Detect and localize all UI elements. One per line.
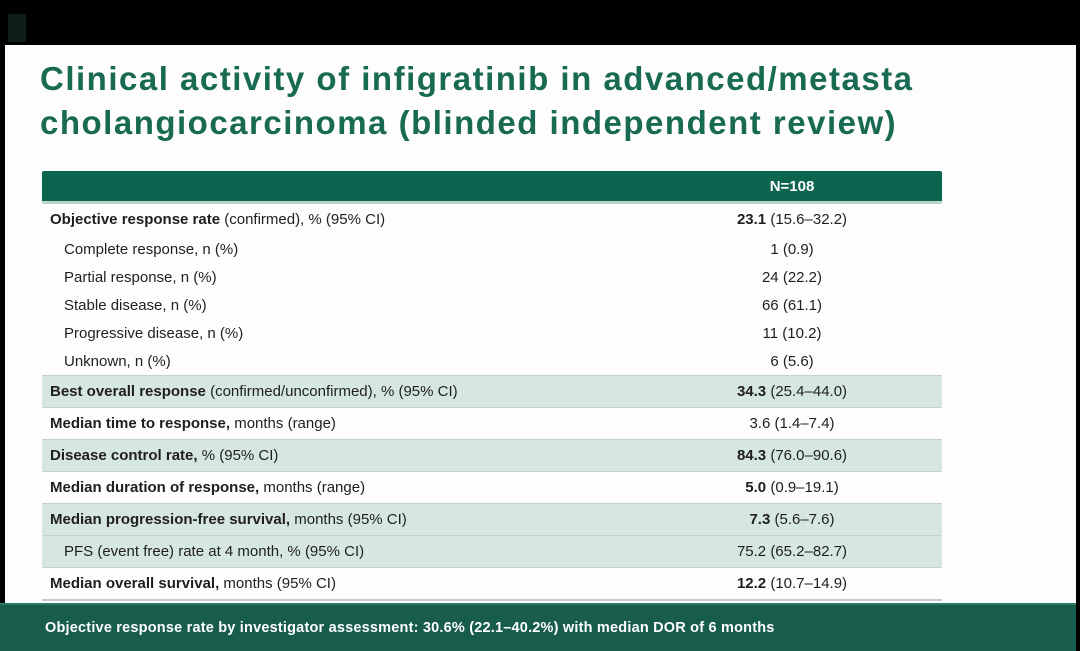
row-label: Objective response rate (confirmed), % (… [50,211,386,228]
table-row: Median duration of response, months (ran… [42,472,942,503]
footer-note-bar: Objective response rate by investigator … [0,603,1080,651]
table-header-n-value: N=108 [769,177,815,195]
slide-title-line1: Clinical activity of infigratinib in adv… [40,60,914,97]
row-label: Complete response, n (%) [64,240,239,258]
table-row: Stable disease, n (%) 66 (61.1) [42,291,942,319]
row-value: 6 (5.6) [770,352,814,370]
row-value: 5.0 (0.9–19.1) [745,479,839,496]
slide-title-line2: cholangiocarcinoma (blinded independent … [40,104,898,141]
row-label: Median duration of response, months (ran… [50,479,366,496]
row-label: Best overall response (confirmed/unconfi… [50,383,458,400]
row-value: 11 (10.2) [762,324,822,342]
row-value: 3.6 (1.4–7.4) [749,415,835,432]
corner-mark [8,14,26,42]
results-table: N=108 Objective response rate (confirmed… [42,171,942,601]
row-label: Unknown, n (%) [64,352,171,370]
table-row: Partial response, n (%) 24 (22.2) [42,263,942,291]
row-label: Median progression-free survival, months… [50,511,407,528]
row-value: 84.3 (76.0–90.6) [736,447,848,464]
row-value: 66 (61.1) [761,296,823,314]
table-row: PFS (event free) rate at 4 month, % (95%… [42,536,942,568]
row-value: 34.3 (25.4–44.0) [736,383,848,400]
letterbox-right [1076,0,1080,651]
table-row: Disease control rate, % (95% CI) 84.3 (7… [42,439,942,472]
table-header-row: N=108 [42,171,942,204]
row-label: Partial response, n (%) [64,268,217,286]
row-value: 23.1 (15.6–32.2) [736,211,848,228]
row-label: Median time to response, months (range) [50,415,336,432]
row-value: 1 (0.9) [770,240,814,258]
row-label: Stable disease, n (%) [64,296,207,314]
table-row: Progressive disease, n (%) 11 (10.2) [42,319,942,347]
table-row: Median time to response, months (range) … [42,408,942,439]
slide-title: Clinical activity of infigratinib in adv… [40,57,1076,145]
table-row: Objective response rate (confirmed), % (… [42,204,942,235]
slide: Clinical activity of infigratinib in adv… [5,45,1076,603]
table-row: Unknown, n (%) 6 (5.6) [42,347,942,375]
table-row: Median progression-free survival, months… [42,503,942,536]
table-row: Best overall response (confirmed/unconfi… [42,375,942,408]
footer-note: Objective response rate by investigator … [45,620,775,636]
table-row: Median overall survival, months (95% CI)… [42,568,942,601]
table-body: Objective response rate (confirmed), % (… [42,204,942,601]
table-row: Complete response, n (%) 1 (0.9) [42,235,942,263]
row-label: Disease control rate, % (95% CI) [50,447,279,464]
row-value: 12.2 (10.7–14.9) [736,575,848,592]
row-label: Progressive disease, n (%) [64,324,244,342]
row-label: Median overall survival, months (95% CI) [50,575,336,592]
row-label: PFS (event free) rate at 4 month, % (95%… [64,543,365,560]
row-value: 75.2 (65.2–82.7) [736,543,848,560]
row-value: 7.3 (5.6–7.6) [749,511,835,528]
row-value: 24 (22.2) [761,268,823,286]
